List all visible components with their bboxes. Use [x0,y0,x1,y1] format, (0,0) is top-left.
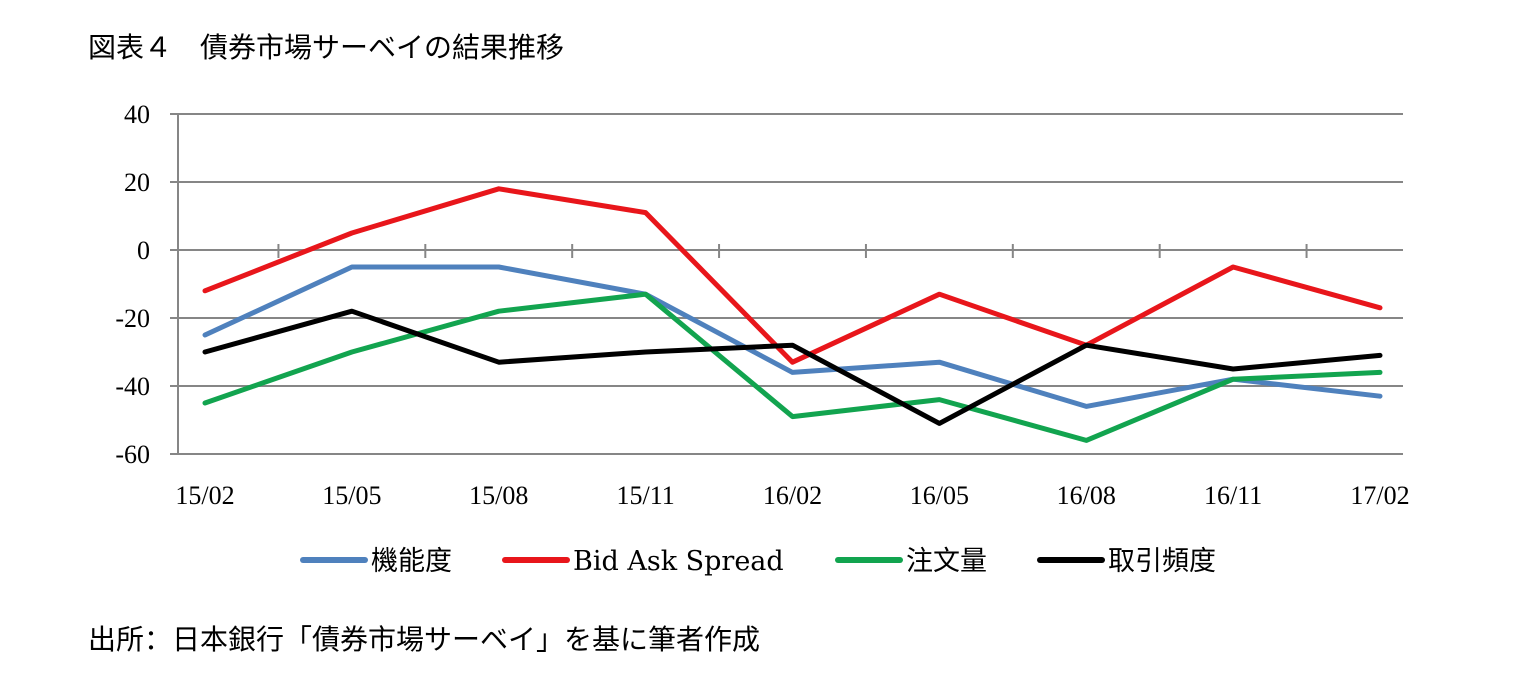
series-line [202,308,1383,426]
y-tick-label: -40 [115,372,150,401]
series-lines [202,186,1383,443]
x-tick-label: 16/11 [1204,481,1262,510]
x-tick-label: 15/05 [322,481,381,510]
series-line [202,264,1383,409]
x-tick-label: 16/02 [763,481,822,510]
series-line [202,291,1383,443]
series-line [202,186,1383,365]
x-tick-label: 16/08 [1057,481,1116,510]
legend-label: 取引頻度 [1108,546,1216,577]
x-tick-label: 15/02 [175,481,234,510]
x-tick-label: 16/05 [910,481,969,510]
x-tick-label: 15/08 [469,481,528,510]
y-tick-label: -20 [115,304,150,333]
y-tick-label: 40 [124,100,150,129]
source-note: 出所：日本銀行「債券市場サーベイ」を基に筆者作成 [88,623,761,656]
y-tick-label: 0 [137,236,150,265]
figure-title: 図表４ 債券市場サーベイの結果推移 [88,31,565,64]
axes: 40 20 0 -20 -40 -60 15/02 15/05 15/08 15/11 16/02 1… [115,100,1409,510]
legend-label: 注文量 [906,546,987,577]
x-tick-label: 15/11 [616,481,674,510]
x-tick-label: 17/02 [1350,481,1409,510]
legend: 機能度 Bid Ask Spread 注文量 取引頻度 [300,546,1216,577]
y-tick-label: 20 [124,168,150,197]
legend-label: 機能度 [371,546,452,577]
gridlines [178,113,1403,455]
y-tick-label: -60 [115,440,150,469]
legend-label: Bid Ask Spread [573,546,784,577]
